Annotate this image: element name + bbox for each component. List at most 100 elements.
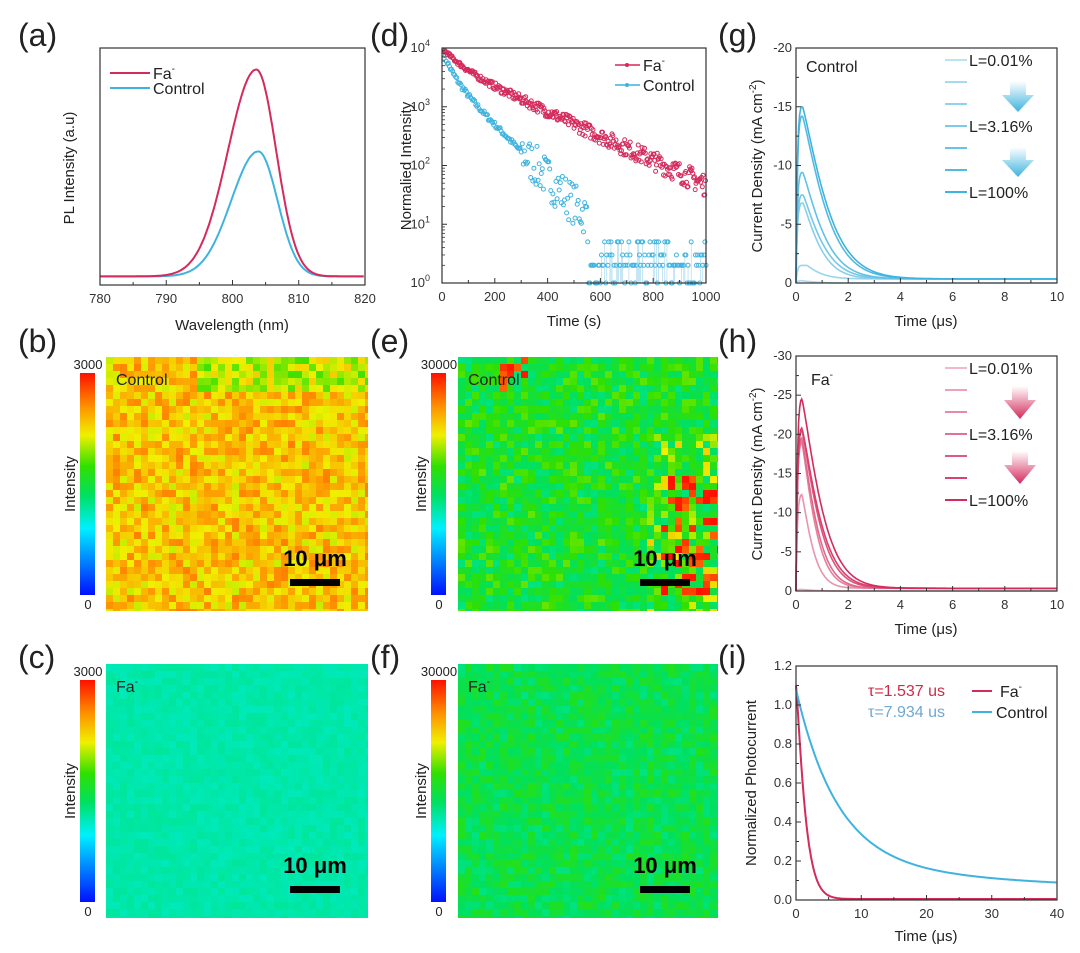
- map-pixel: [542, 441, 549, 448]
- map-pixel: [155, 574, 162, 581]
- map-pixel: [717, 413, 718, 420]
- map-pixel: [528, 581, 535, 588]
- map-pixel: [337, 748, 344, 755]
- map-pixel: [661, 455, 668, 462]
- map-pixel: [204, 595, 211, 602]
- map-pixel: [330, 706, 337, 713]
- map-pixel: [274, 455, 281, 462]
- map-pixel: [507, 455, 514, 462]
- map-pixel: [626, 441, 633, 448]
- map-pixel: [204, 483, 211, 490]
- map-pixel: [127, 755, 134, 762]
- map-pixel: [183, 602, 190, 609]
- data-point-fa: [619, 148, 624, 154]
- map-pixel: [493, 483, 500, 490]
- map-pixel: [535, 567, 542, 574]
- map-pixel: [500, 392, 507, 399]
- map-pixel: [316, 595, 323, 602]
- map-pixel: [267, 769, 274, 776]
- map-pixel: [267, 895, 274, 902]
- map-pixel: [183, 469, 190, 476]
- map-pixel: [134, 839, 141, 846]
- data-point-fa: [472, 69, 478, 75]
- map-pixel: [493, 560, 500, 567]
- map-pixel: [514, 434, 521, 441]
- data-point-control: [536, 161, 542, 167]
- data-point-control: [539, 166, 545, 172]
- map-pixel: [232, 581, 239, 588]
- map-pixel: [577, 469, 584, 476]
- map-pixel: [316, 867, 323, 874]
- map-pixel: [267, 713, 274, 720]
- map-pixel: [169, 790, 176, 797]
- map-pixel: [295, 790, 302, 797]
- map-pixel: [218, 790, 225, 797]
- map-pixel: [155, 518, 162, 525]
- map-pixel: [344, 671, 351, 678]
- map-pixel: [162, 448, 169, 455]
- map-pixel: [106, 797, 113, 804]
- map-pixel: [169, 455, 176, 462]
- map-pixel: [120, 839, 127, 846]
- map-pixel: [148, 853, 155, 860]
- map-pixel: [710, 469, 717, 476]
- map-pixel: [358, 532, 365, 539]
- map-pixel: [183, 455, 190, 462]
- map-pixel: [472, 427, 479, 434]
- map-pixel: [211, 692, 218, 699]
- map-pixel: [302, 741, 309, 748]
- map-pixel: [176, 867, 183, 874]
- map-pixel: [344, 678, 351, 685]
- map-pixel: [556, 490, 563, 497]
- map-pixel: [288, 797, 295, 804]
- map-pixel: [162, 434, 169, 441]
- data-point-control: [529, 146, 535, 152]
- map-pixel: [682, 357, 689, 364]
- map-pixel: [190, 595, 197, 602]
- map-pixel: [344, 532, 351, 539]
- map-pixel: [183, 532, 190, 539]
- map-pixel: [337, 588, 344, 595]
- map-pixel: [162, 546, 169, 553]
- map-pixel: [190, 860, 197, 867]
- map-pixel: [605, 364, 612, 371]
- map-pixel: [330, 560, 337, 567]
- map-pixel: [204, 497, 211, 504]
- map-pixel: [190, 546, 197, 553]
- map-pixel: [176, 392, 183, 399]
- map-pixel: [668, 392, 675, 399]
- map-pixel: [577, 455, 584, 462]
- map-pixel: [162, 776, 169, 783]
- map-pixel: [190, 420, 197, 427]
- map-pixel: [717, 525, 718, 532]
- map-pixel: [295, 874, 302, 881]
- map-pixel: [197, 839, 204, 846]
- map-pixel: [682, 462, 689, 469]
- map-pixel: [274, 811, 281, 818]
- map-pixel: [521, 546, 528, 553]
- map-pixel: [288, 699, 295, 706]
- map-pixel: [232, 762, 239, 769]
- map-pixel: [549, 476, 556, 483]
- map-pixel: [232, 727, 239, 734]
- map-pixel: [295, 399, 302, 406]
- map-pixel: [598, 392, 605, 399]
- map-pixel: [717, 399, 718, 406]
- map-pixel: [295, 720, 302, 727]
- map-pixel: [106, 671, 113, 678]
- map-pixel: [344, 602, 351, 609]
- data-point-control: [653, 239, 659, 245]
- map-pixel: [127, 797, 134, 804]
- map-pixel: [647, 490, 654, 497]
- map-pixel: [204, 790, 211, 797]
- map-pixel: [197, 797, 204, 804]
- map-pixel: [465, 357, 472, 364]
- map-pixel: [577, 357, 584, 364]
- map-pixel: [633, 357, 640, 364]
- map-pixel: [197, 434, 204, 441]
- map-pixel: [176, 888, 183, 895]
- map-pixel: [528, 371, 535, 378]
- map-pixel: [204, 755, 211, 762]
- map-pixel: [309, 825, 316, 832]
- map-pixel: [309, 909, 316, 916]
